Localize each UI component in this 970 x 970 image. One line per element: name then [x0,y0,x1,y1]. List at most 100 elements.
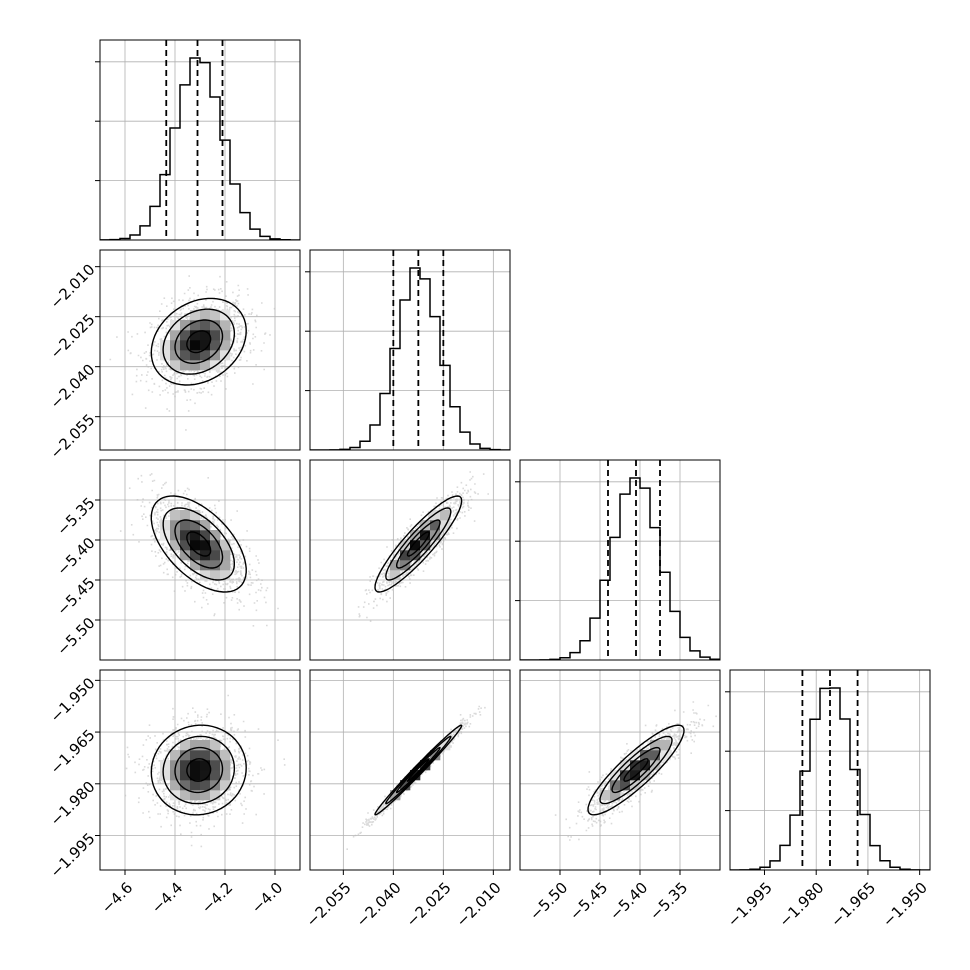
density-cell [170,330,181,341]
panel-1-1 [305,249,511,451]
density-cell [190,780,201,791]
density-cell [220,340,231,351]
panel-3-1 [309,669,511,875]
contour-2 [162,735,236,805]
density-cell [600,790,611,801]
contour-3 [150,724,247,816]
density-cell [420,540,431,551]
density-cell [170,510,181,521]
density-cell [210,340,221,351]
density-cell [160,340,171,351]
density-cell [200,350,211,361]
density-2-0 [119,473,279,627]
density-cell [200,330,211,341]
contour-3 [374,495,463,593]
density-cell [190,510,201,521]
density-cell [410,550,421,561]
density-3-0 [124,694,286,848]
contour-0 [186,330,212,354]
contour-1 [174,746,224,794]
density-cell [200,550,211,561]
density-cell [180,350,191,361]
density-cell [180,510,191,521]
panel-2-2 [515,459,721,661]
density-cell [190,350,201,361]
density-cell [170,320,181,331]
panel-frame [729,669,931,871]
density-cell [200,790,211,801]
panel-0-0 [95,39,301,241]
contour-0 [406,531,430,557]
density-cell [200,750,211,761]
density-cell [220,330,231,341]
panel-frame [99,459,301,661]
density-cell [190,790,201,801]
contour-1 [396,746,441,794]
contour-0 [186,531,212,557]
density-cell [200,570,211,581]
density-cell [200,520,211,531]
density-cell [390,560,401,571]
histogram-2 [520,477,720,660]
density-cell [180,550,191,561]
panel-3-0 [95,669,301,875]
panel-2-1 [309,459,511,661]
density-cell [190,540,201,551]
panel-3-3 [725,669,931,875]
density-cell [200,320,211,331]
density-cell [160,520,171,531]
x-tick-label: −2.040 [353,879,405,931]
contour-0 [623,758,649,782]
density-cell [210,330,221,341]
x-tick-label: −4.6 [98,879,136,917]
density-cell [610,780,621,791]
density-cell [410,540,421,551]
density-cell [220,780,231,791]
contour-2 [162,507,235,581]
density-cell [410,530,421,541]
histogram-3 [730,687,930,870]
density-cell [170,780,181,791]
density-3-2 [554,701,717,841]
density-cell [190,550,201,561]
density-cell [650,760,661,771]
panel-frame [309,249,511,451]
density-cell [420,520,431,531]
density-cell [210,350,221,361]
contour-1 [174,519,224,569]
x-tick-label: −4.0 [248,879,286,917]
density-cell [200,310,211,321]
density-cell [190,740,201,751]
density-cell [210,550,221,561]
density-2-1 [357,471,489,622]
panel-frame [99,669,301,871]
density-cell [190,770,201,781]
contour-3 [150,297,247,386]
density-cell [440,510,451,521]
density-cell [220,770,231,781]
x-tick-label: −4.2 [198,879,236,917]
density-cell [430,520,441,531]
density-cell [220,760,231,771]
panel-frame [99,39,301,241]
contour-1 [396,519,441,569]
density-cell [190,520,201,531]
density-cell [170,520,181,531]
density-cell [210,570,221,581]
x-tick-label: −5.40 [606,879,651,924]
density-cell [220,560,231,571]
density-cell [620,760,631,771]
contour-1 [611,746,661,794]
y-tick-label: −1.950 [47,674,99,726]
density-cell [650,740,661,751]
density-cell [620,780,631,791]
y-tick-label: −5.40 [53,534,98,579]
density-cell [400,540,411,551]
y-tick-label: −2.025 [47,310,99,362]
x-tick-label: −1.965 [827,879,879,931]
contour-3 [150,495,247,593]
density-cell [190,340,201,351]
density-cell [420,530,431,541]
density-cell [180,520,191,531]
